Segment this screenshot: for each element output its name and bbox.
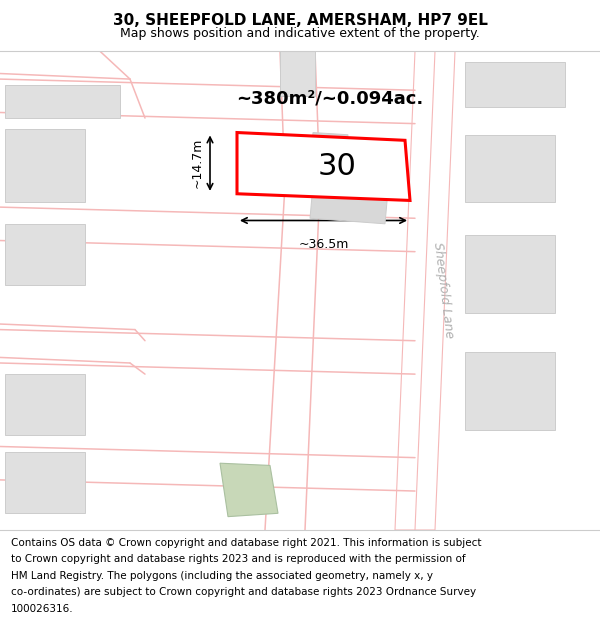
Text: HM Land Registry. The polygons (including the associated geometry, namely x, y: HM Land Registry. The polygons (includin…: [11, 571, 433, 581]
Bar: [5, 129, 85, 201]
Polygon shape: [237, 132, 410, 201]
Bar: [5, 84, 120, 118]
Bar: [5, 224, 85, 285]
Polygon shape: [395, 51, 455, 530]
Bar: [465, 352, 555, 430]
Polygon shape: [220, 463, 278, 517]
Text: 30: 30: [318, 152, 356, 181]
Bar: [465, 62, 565, 107]
Text: 100026316.: 100026316.: [11, 604, 73, 614]
Bar: [5, 374, 85, 436]
Text: Map shows position and indicative extent of the property.: Map shows position and indicative extent…: [120, 27, 480, 40]
Bar: [5, 452, 85, 513]
Text: Contains OS data © Crown copyright and database right 2021. This information is : Contains OS data © Crown copyright and d…: [11, 538, 481, 548]
Polygon shape: [310, 162, 390, 224]
Text: ~36.5m: ~36.5m: [298, 238, 349, 251]
Text: 30, SHEEPFOLD LANE, AMERSHAM, HP7 9EL: 30, SHEEPFOLD LANE, AMERSHAM, HP7 9EL: [113, 12, 487, 28]
Text: Sheepfold Lane: Sheepfold Lane: [431, 242, 455, 339]
Text: ~14.7m: ~14.7m: [191, 138, 204, 188]
Text: co-ordinates) are subject to Crown copyright and database rights 2023 Ordnance S: co-ordinates) are subject to Crown copyr…: [11, 588, 476, 598]
Text: ~380m²/~0.094ac.: ~380m²/~0.094ac.: [236, 89, 424, 107]
Polygon shape: [280, 51, 315, 96]
Polygon shape: [310, 132, 348, 165]
Bar: [465, 235, 555, 313]
Bar: [465, 135, 555, 201]
Text: to Crown copyright and database rights 2023 and is reproduced with the permissio: to Crown copyright and database rights 2…: [11, 554, 466, 564]
